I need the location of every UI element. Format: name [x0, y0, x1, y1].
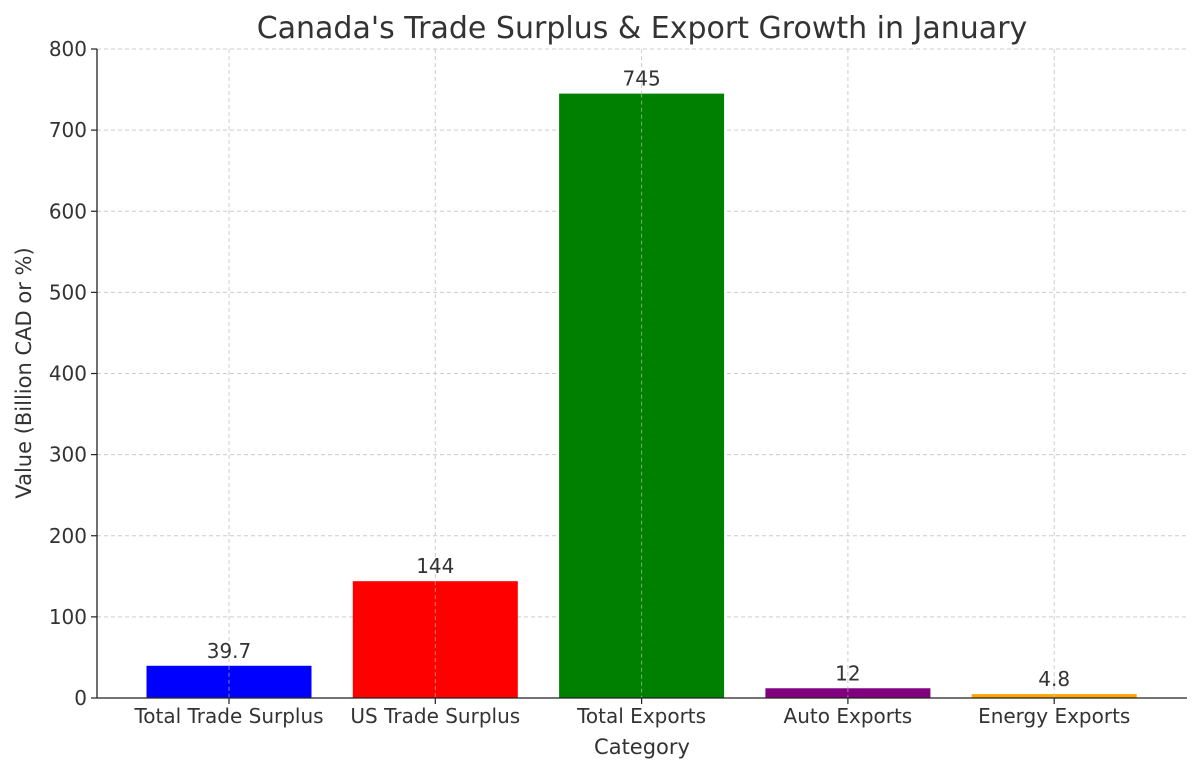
y-tick-label: 500 [49, 280, 87, 304]
y-tick-label: 200 [49, 524, 87, 548]
data-labels: 39.7 144 745 12 4.8 [207, 67, 1070, 691]
y-ticks: 0 100 200 300 400 500 600 700 800 [49, 37, 97, 710]
data-label: 745 [623, 67, 661, 91]
y-tick-label: 100 [49, 605, 87, 629]
x-tick-label: Auto Exports [784, 704, 913, 728]
x-tick-label: Energy Exports [978, 704, 1130, 728]
x-axis-label: Category [594, 735, 690, 759]
y-tick-label: 700 [49, 118, 87, 142]
chart-title: Canada's Trade Surplus & Export Growth i… [257, 11, 1028, 46]
y-tick-label: 800 [49, 37, 87, 61]
x-tick-label: US Trade Surplus [350, 704, 520, 728]
y-axis-label: Value (Billion CAD or %) [12, 247, 36, 498]
y-tick-label: 300 [49, 443, 87, 467]
y-tick-label: 0 [74, 686, 87, 710]
x-tick-label: Total Trade Surplus [133, 704, 323, 728]
data-label: 12 [835, 661, 860, 685]
data-label: 4.8 [1038, 667, 1070, 691]
data-label: 144 [416, 554, 454, 578]
y-tick-label: 400 [49, 362, 87, 386]
bars [146, 93, 1137, 698]
y-tick-label: 600 [49, 199, 87, 223]
x-tick-label: Total Exports [576, 704, 706, 728]
bar [765, 688, 931, 698]
x-ticks: Total Trade Surplus US Trade Surplus Total… [133, 698, 1130, 728]
data-label: 39.7 [207, 639, 252, 663]
